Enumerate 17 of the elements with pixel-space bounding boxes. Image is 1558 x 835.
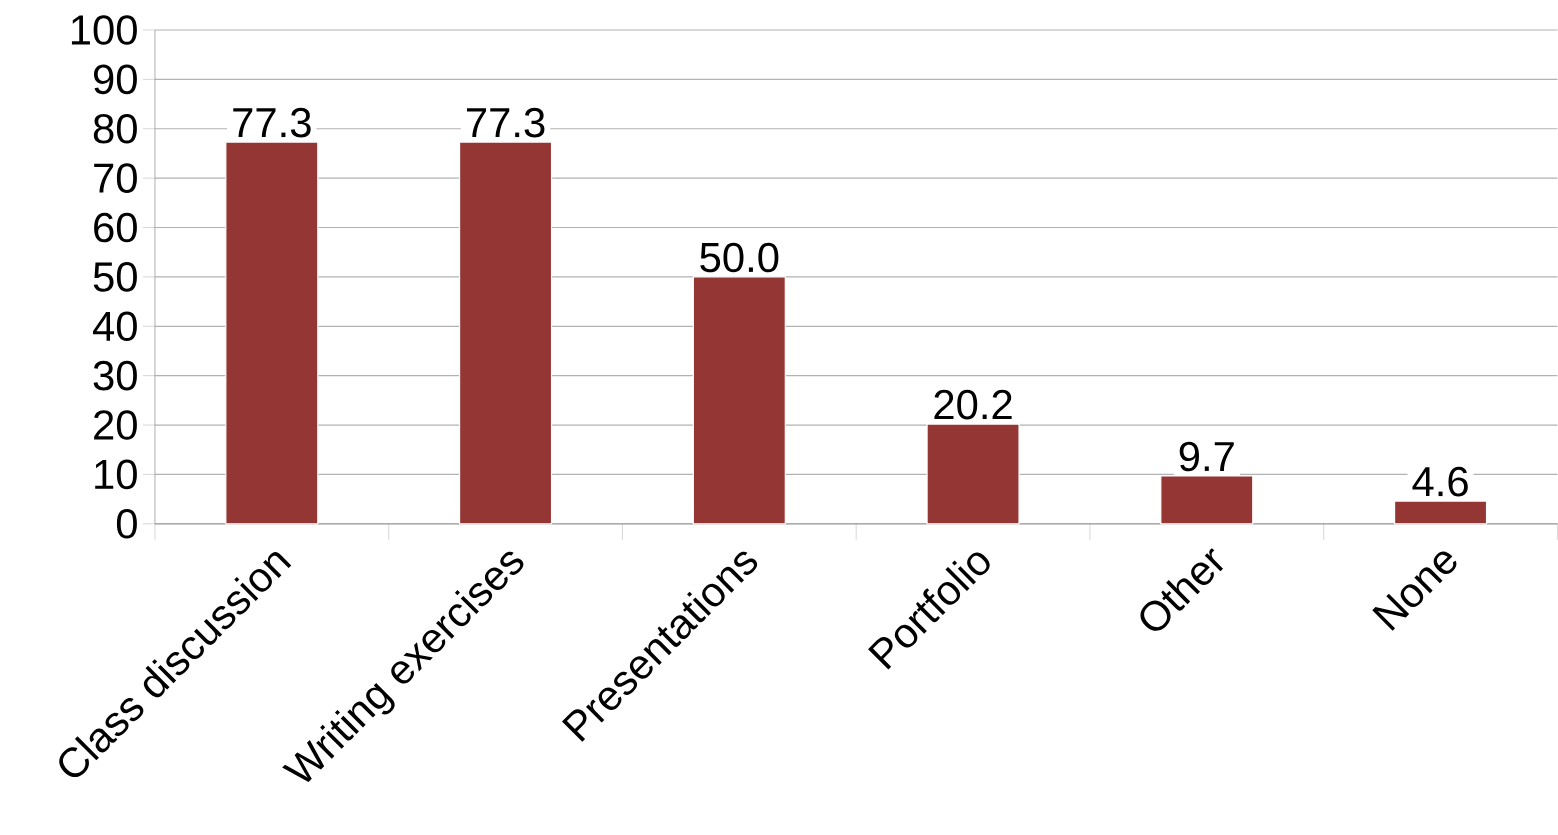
y-tick-label: 60 bbox=[94, 212, 137, 243]
y-tick-label: 10 bbox=[95, 459, 137, 490]
y-tick-label: 40 bbox=[92, 311, 137, 342]
data-label: 20.2 bbox=[934, 389, 1012, 420]
data-label: 77.3 bbox=[233, 108, 311, 138]
y-tick-label: 70 bbox=[94, 163, 137, 194]
data-label: 77.3 bbox=[467, 108, 545, 138]
y-tick-label: 20 bbox=[94, 410, 137, 440]
y-tick-label: 0 bbox=[116, 509, 137, 539]
y-tick-label: 30 bbox=[93, 361, 137, 391]
y-tick-label: 90 bbox=[93, 64, 137, 95]
data-label: 50.0 bbox=[700, 242, 779, 273]
y-tick-label: 100 bbox=[71, 15, 137, 45]
data-label: 4.6 bbox=[1412, 467, 1468, 497]
y-tick-label: 80 bbox=[93, 114, 137, 144]
y-tick-label: 50 bbox=[93, 262, 137, 292]
data-label: 9.7 bbox=[1179, 441, 1234, 472]
